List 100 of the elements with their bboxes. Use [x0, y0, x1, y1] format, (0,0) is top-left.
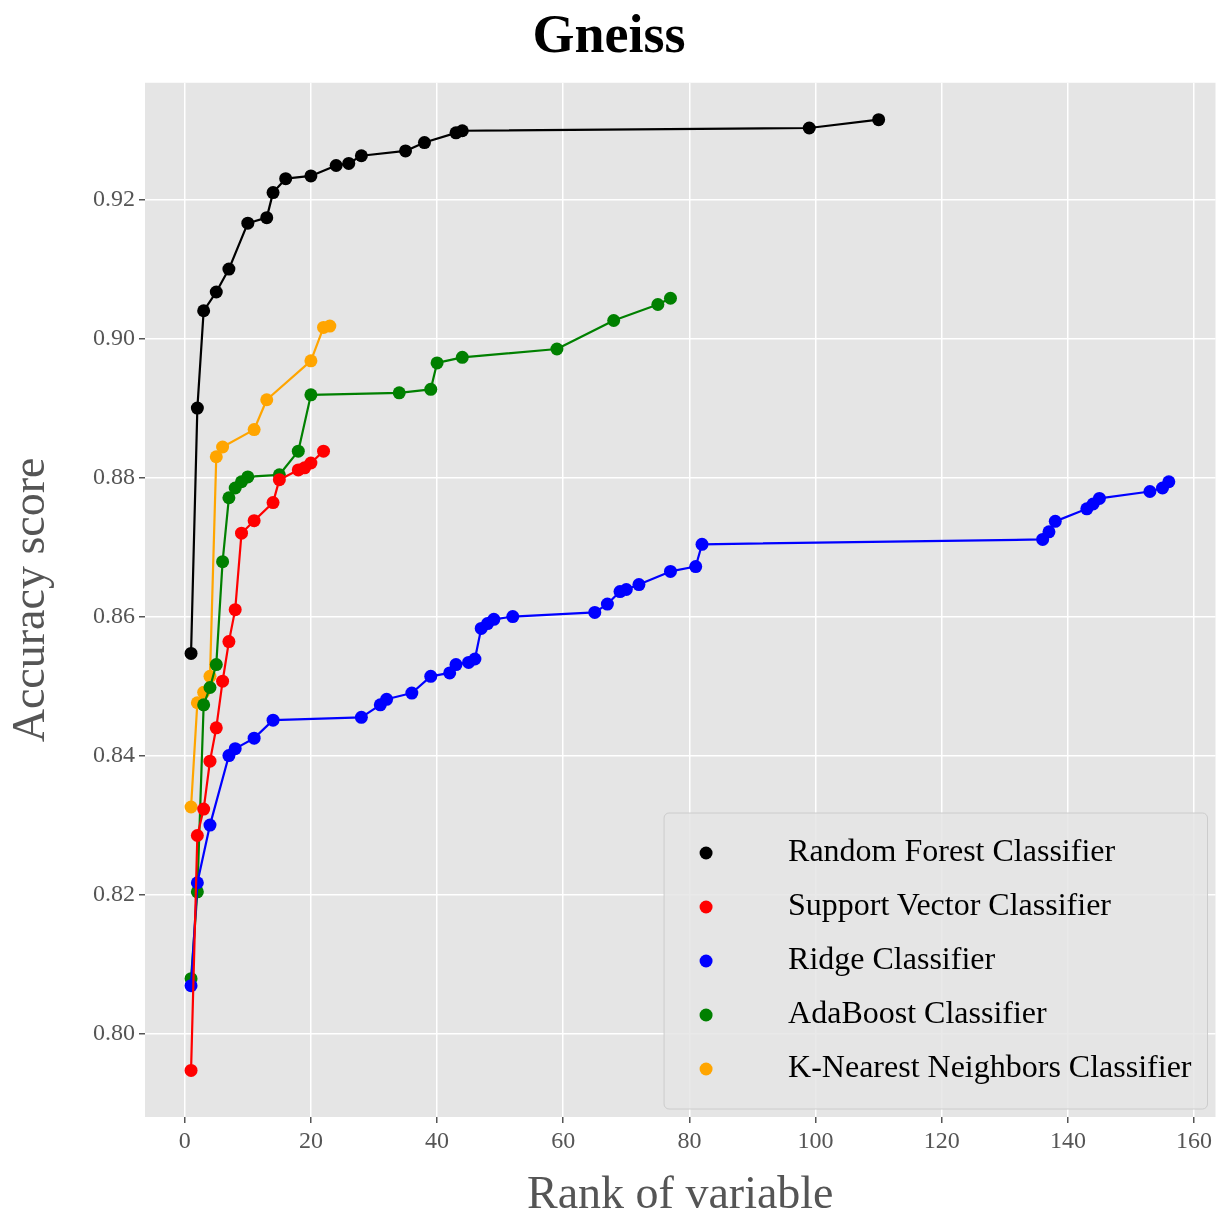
point [197, 802, 211, 816]
point [241, 470, 255, 484]
point [279, 172, 293, 186]
point [689, 560, 703, 574]
x-tick-label: 100 [797, 1126, 834, 1153]
point [430, 356, 444, 370]
point [619, 582, 633, 596]
point [266, 713, 280, 727]
point [190, 401, 204, 415]
point [304, 169, 318, 183]
legend-label: Random Forest Classifier [788, 832, 1116, 869]
point [417, 136, 431, 150]
point [266, 496, 280, 510]
point [190, 829, 204, 843]
point [663, 291, 677, 305]
point [802, 121, 816, 135]
point [260, 211, 274, 225]
point [203, 818, 217, 832]
point [449, 658, 463, 672]
chart-title: Gneiss [532, 4, 686, 65]
point [247, 514, 261, 528]
point [222, 491, 236, 505]
point [216, 555, 230, 569]
point [228, 742, 242, 756]
x-tick-label: 120 [923, 1126, 960, 1153]
y-tick-label: 0.82 [93, 879, 135, 906]
point [247, 423, 261, 437]
point [247, 731, 261, 745]
legend-label: AdaBoost Classifier [788, 994, 1048, 1031]
point [695, 537, 709, 551]
point [380, 692, 394, 706]
point [607, 314, 621, 327]
point [241, 216, 255, 230]
point [184, 1063, 198, 1077]
y-axis-title: Accuracy score [2, 457, 54, 743]
point [354, 149, 368, 163]
point [266, 186, 280, 200]
point [197, 304, 211, 318]
x-tick-label: 20 [298, 1126, 323, 1153]
x-tick-label: 140 [1049, 1126, 1086, 1153]
point [455, 350, 469, 364]
point [588, 605, 602, 619]
point [291, 444, 305, 458]
point [405, 686, 419, 700]
y-tick-label: 0.88 [93, 462, 135, 489]
y-tick-label: 0.90 [93, 323, 135, 350]
x-tick-label: 160 [1176, 1126, 1213, 1153]
point [216, 440, 230, 454]
x-tick-label: 60 [551, 1126, 576, 1153]
legend-label: K-Nearest Neighbors Classifier [788, 1048, 1192, 1085]
point [209, 285, 223, 299]
point [203, 680, 217, 694]
point [392, 386, 406, 400]
y-tick-label: 0.86 [93, 601, 135, 628]
point [506, 610, 520, 624]
point [304, 354, 318, 368]
y-tick-label: 0.84 [93, 740, 135, 767]
point [663, 564, 677, 578]
y-tick-label: 0.92 [93, 184, 135, 211]
point [323, 319, 337, 333]
point [228, 603, 242, 617]
point [354, 710, 368, 724]
point [872, 113, 886, 127]
point [329, 159, 343, 173]
point [1162, 475, 1176, 489]
legend-label: Support Vector Classifier [788, 886, 1112, 923]
point [184, 646, 198, 660]
point [600, 597, 614, 611]
point [424, 382, 438, 396]
point [260, 393, 274, 407]
point [222, 635, 236, 649]
point [399, 144, 413, 158]
point [197, 698, 211, 712]
point [216, 674, 230, 688]
point [424, 669, 438, 683]
point [455, 124, 469, 138]
point [222, 262, 236, 276]
point [651, 298, 665, 312]
point [184, 800, 198, 814]
x-tick-label: 40 [425, 1126, 450, 1153]
point [235, 526, 249, 540]
point [317, 444, 331, 458]
legend-label: Ridge Classifier [788, 940, 996, 977]
point [487, 612, 501, 626]
point [1042, 525, 1056, 539]
x-tick-label: 0 [178, 1126, 191, 1153]
point [209, 721, 223, 735]
point [203, 754, 217, 768]
point [209, 450, 223, 464]
point [342, 156, 356, 170]
point [209, 658, 223, 672]
point [1048, 514, 1062, 528]
point [1143, 484, 1157, 498]
x-axis-title: Rank of variable [526, 1167, 834, 1219]
point [272, 473, 286, 487]
y-tick-label: 0.80 [93, 1018, 135, 1045]
x-tick-label: 80 [677, 1126, 702, 1153]
point [1092, 491, 1106, 505]
point [304, 456, 318, 470]
point [468, 652, 482, 666]
